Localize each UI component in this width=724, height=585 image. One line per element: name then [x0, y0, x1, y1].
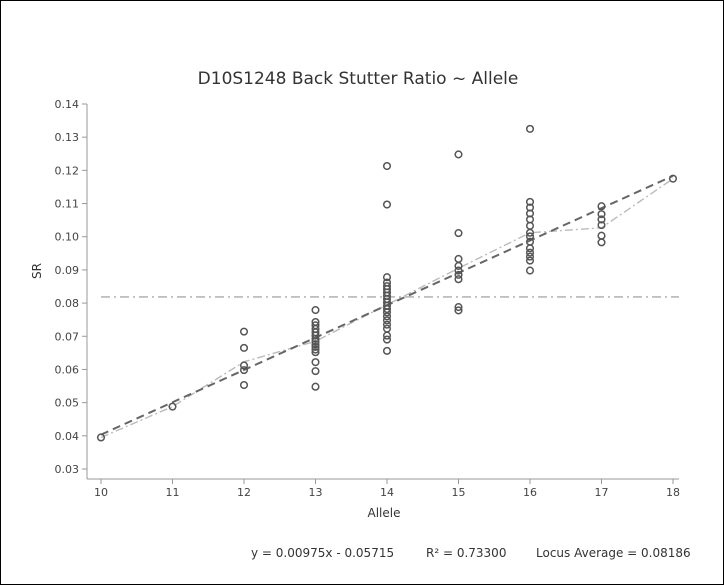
y-tick-label: 0.07	[55, 330, 80, 343]
chart-title: D10S1248 Back Stutter Ratio ~ Allele	[198, 69, 519, 89]
data-point	[382, 331, 392, 340]
y-tick-label: 0.14	[55, 98, 80, 111]
x-tick-label: 15	[452, 486, 466, 499]
data-point	[311, 358, 320, 367]
r-squared-label: R² = 0.73300	[426, 546, 506, 560]
x-tick-label: 14	[380, 486, 394, 499]
data-point	[525, 197, 535, 206]
data-point	[168, 402, 177, 411]
data-point	[597, 210, 606, 219]
data-point	[525, 252, 535, 261]
data-point	[311, 337, 320, 346]
data-point	[382, 316, 392, 325]
data-point	[525, 256, 535, 265]
data-point	[454, 261, 463, 270]
y-tick-label: 0.06	[55, 363, 80, 376]
x-tick-label: 17	[595, 486, 609, 499]
data-point	[311, 367, 320, 376]
data-point	[239, 361, 249, 370]
x-tick-label: 10	[94, 486, 108, 499]
data-point	[597, 231, 606, 240]
data-point	[454, 275, 463, 284]
data-point	[382, 335, 392, 344]
y-axis-label: SR	[30, 263, 44, 279]
data-point	[382, 162, 392, 171]
data-point	[525, 244, 535, 253]
data-point	[382, 320, 392, 329]
data-point	[597, 202, 606, 211]
data-point	[668, 174, 678, 183]
data-point	[525, 266, 535, 275]
x-tick-label: 12	[237, 486, 251, 499]
data-point	[525, 232, 535, 241]
data-point	[382, 308, 392, 317]
data-point	[454, 150, 463, 159]
y-tick-label: 0.09	[55, 264, 80, 277]
allele-mean-line	[100, 178, 674, 439]
regression-equation: y = 0.00975x - 0.05715	[251, 546, 394, 560]
data-point	[239, 366, 249, 375]
data-point	[382, 346, 392, 355]
data-point	[525, 228, 535, 237]
data-point	[382, 312, 392, 321]
data-point	[597, 221, 606, 230]
data-point	[454, 266, 463, 275]
data-point	[311, 345, 320, 354]
x-axis-label: Allele	[368, 506, 401, 520]
data-point	[525, 248, 535, 257]
y-tick-label: 0.05	[55, 397, 80, 410]
data-point	[525, 124, 535, 133]
x-tick-label: 16	[523, 486, 537, 499]
data-point	[239, 327, 249, 336]
data-point	[454, 229, 463, 238]
x-axis-ticks: 10 11 12 13 14 15 16 17 18	[94, 479, 680, 499]
data-point	[311, 342, 320, 351]
y-tick-label: 0.13	[55, 131, 80, 144]
y-tick-label: 0.10	[55, 231, 80, 244]
data-point	[311, 382, 320, 391]
data-point	[454, 270, 463, 279]
data-point	[311, 340, 320, 349]
y-tick-label: 0.11	[55, 198, 80, 211]
data-point	[454, 254, 463, 264]
data-point	[382, 200, 392, 209]
data-point	[454, 303, 463, 312]
data-point	[454, 306, 463, 315]
x-tick-label: 11	[166, 486, 180, 499]
y-tick-label: 0.12	[55, 164, 80, 177]
data-point	[311, 334, 320, 343]
axes	[86, 104, 679, 480]
x-tick-label: 13	[309, 486, 323, 499]
y-tick-label: 0.03	[55, 463, 80, 476]
data-point	[239, 381, 249, 390]
data-point	[239, 343, 249, 352]
data-point	[382, 273, 392, 282]
y-axis-ticks: 0.03 0.04 0.05 0.06 0.07 0.08 0.09 0.10 0.11 0.12…	[55, 98, 87, 476]
series-layer	[96, 124, 679, 442]
data-point	[311, 348, 320, 357]
y-tick-label: 0.04	[55, 430, 80, 443]
data-point	[597, 215, 606, 224]
x-tick-label: 18	[666, 486, 680, 499]
y-tick-label: 0.08	[55, 297, 80, 310]
data-point	[96, 433, 106, 442]
data-point	[311, 306, 320, 315]
data-point	[597, 238, 606, 247]
locus-average-label: Locus Average = 0.08186	[536, 546, 691, 560]
